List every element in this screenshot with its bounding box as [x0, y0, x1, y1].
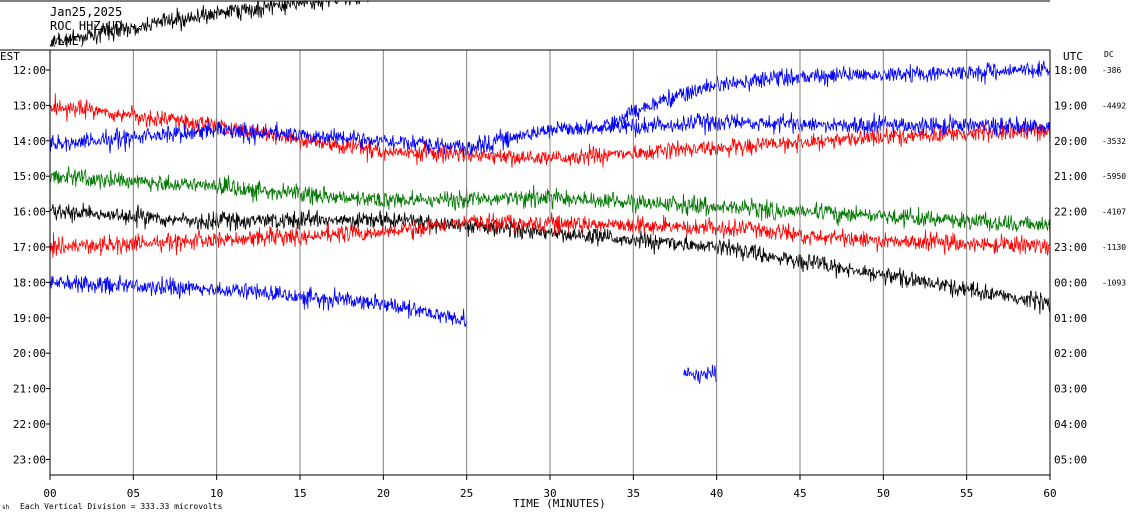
header-date: Jan25,2025 — [50, 5, 122, 19]
trace-2000 — [682, 364, 717, 384]
utc-hour-label: 04:00 — [1054, 418, 1087, 431]
utc-hour-label: 02:00 — [1054, 347, 1087, 360]
dc-offset-value: -4107 — [1102, 208, 1126, 217]
x-tick-label: 05 — [127, 487, 140, 500]
est-hour-label: 18:00 — [13, 276, 46, 289]
x-tick-label: 15 — [293, 487, 306, 500]
header-subline: (LHE) — [50, 34, 86, 48]
plot-frame — [0, 0, 1051, 476]
trace-1800 — [49, 274, 467, 328]
x-tick-label: 25 — [460, 487, 473, 500]
utc-zone-label: UTC — [1063, 50, 1083, 63]
est-hour-label: 17:00 — [13, 241, 46, 254]
utc-hour-label: 03:00 — [1054, 383, 1087, 396]
x-tick-label: 10 — [210, 487, 223, 500]
dc-offset-value: -3532 — [1102, 137, 1126, 146]
dc-offset-value: -5950 — [1102, 172, 1126, 181]
x-tick-label: 40 — [710, 487, 723, 500]
x-tick-label: 55 — [960, 487, 973, 500]
est-zone-label: EST — [0, 50, 20, 63]
x-axis-title: TIME (MINUTES) — [513, 497, 606, 510]
dc-offset-value: -386 — [1102, 66, 1121, 75]
header-station: ROC HHZ UD -- — [50, 19, 144, 33]
dc-offset-value: -1130 — [1102, 243, 1126, 252]
utc-hour-label: 22:00 — [1054, 206, 1087, 219]
utc-hour-label: 00:00 — [1054, 276, 1087, 289]
footer-mark-icon: sh — [2, 504, 10, 511]
est-hour-label: 19:00 — [13, 312, 46, 325]
x-tick-label: 20 — [377, 487, 390, 500]
utc-hour-label: 20:00 — [1054, 135, 1087, 148]
minute-gridlines — [49, 50, 1051, 480]
utc-hour-label: 18:00 — [1054, 64, 1087, 77]
est-hour-label: 16:00 — [13, 206, 46, 219]
utc-hour-label: 19:00 — [1054, 99, 1087, 112]
est-hour-label: 15:00 — [13, 170, 46, 183]
x-tick-label: 00 — [43, 487, 56, 500]
est-hour-label: 21:00 — [13, 383, 46, 396]
est-hour-label: 12:00 — [13, 64, 46, 77]
footer-scale-note: Each Vertical Division = 333.33 microvol… — [20, 502, 222, 511]
utc-hour-label: 05:00 — [1054, 453, 1087, 466]
est-hour-label: 20:00 — [13, 347, 46, 360]
x-tick-labels: 00 05 10 15 20 25 30 35 40 45 50 55 60 — [43, 487, 1056, 500]
dc-offset-labels: -386 -4492 -3532 -5950 -4107 -1130 -1093 — [1102, 66, 1126, 287]
utc-hour-label: 21:00 — [1054, 170, 1087, 183]
x-tick-label: 60 — [1043, 487, 1056, 500]
x-tick-label: 30 — [543, 487, 556, 500]
utc-hour-label: 01:00 — [1054, 312, 1087, 325]
est-hour-label: 23:00 — [13, 453, 46, 466]
est-hour-label: 13:00 — [13, 99, 46, 112]
dc-offset-value: -1093 — [1102, 278, 1126, 287]
x-tick-label: 45 — [793, 487, 806, 500]
dc-column-label: DC — [1104, 50, 1114, 59]
utc-hour-label: 23:00 — [1054, 241, 1087, 254]
trace-1200 — [599, 60, 1051, 132]
utc-hour-labels: 18:00 19:00 20:00 21:00 22:00 23:00 00:00 01:00… — [1054, 64, 1087, 466]
est-hour-label: 14:00 — [13, 135, 46, 148]
x-tick-label: 35 — [627, 487, 640, 500]
dc-offset-value: -4492 — [1102, 101, 1126, 110]
x-tick-label: 50 — [877, 487, 890, 500]
est-hour-labels: 12:00 13:00 14:00 15:00 16:00 17:00 18:00 19:00… — [13, 64, 50, 466]
est-hour-label: 22:00 — [13, 418, 46, 431]
